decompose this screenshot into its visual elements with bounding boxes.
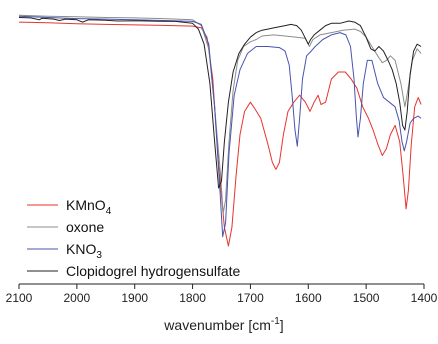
x-tick-label: 1600: [295, 291, 322, 305]
legend-label-oxone: oxone: [66, 219, 104, 235]
legend-label-kno3: KNO3: [66, 241, 102, 261]
series-line-0: [18, 21, 422, 247]
plot-area: [18, 14, 422, 247]
x-tick-label: 1900: [121, 291, 148, 305]
x-tick-label: 1500: [353, 291, 380, 305]
x-ticks: 2100 2000 1900 1800 1700 1600 1500 1400: [6, 284, 438, 305]
legend-label-kmno4-subscript: 4: [106, 206, 112, 217]
x-tick-label: 2100: [6, 291, 33, 305]
legend-item-kmno4: KMnO4: [27, 197, 112, 217]
legend-label-clopidogrel: Clopidogrel hydrogensulfate: [66, 263, 241, 279]
x-axis-title-text: wavenumber [cm: [163, 317, 271, 333]
legend-label-kmno4: KMnO4: [66, 197, 112, 217]
x-axis-title-superscript: -1: [271, 316, 280, 327]
legend-item-kno3: KNO3: [27, 241, 102, 261]
series-layer: [18, 14, 422, 247]
legend-label-kmno4-text: KMnO: [66, 197, 106, 213]
x-tick-label: 1800: [179, 291, 206, 305]
x-tick-label: 2000: [64, 291, 91, 305]
x-axis-title: wavenumber [cm-1]: [163, 316, 283, 333]
x-tick-label: 1400: [411, 291, 438, 305]
x-axis: 2100 2000 1900 1800 1700 1600 1500 1400 wavenum…: [6, 283, 438, 333]
x-axis-title-end: ]: [280, 317, 284, 333]
series-line-1: [18, 14, 422, 214]
legend-label-kno3-subscript: 3: [96, 250, 102, 261]
legend-item-oxone: oxone: [27, 219, 104, 235]
legend: KMnO4 oxone KNO3 Clopidogrel hydrogensul…: [27, 197, 241, 279]
x-tick-label: 1700: [237, 291, 264, 305]
legend-item-clopidogrel: Clopidogrel hydrogensulfate: [27, 263, 241, 279]
series-line-3: [18, 17, 422, 189]
series-line-2: [18, 15, 422, 238]
legend-label-kno3-text: KNO: [66, 241, 96, 257]
